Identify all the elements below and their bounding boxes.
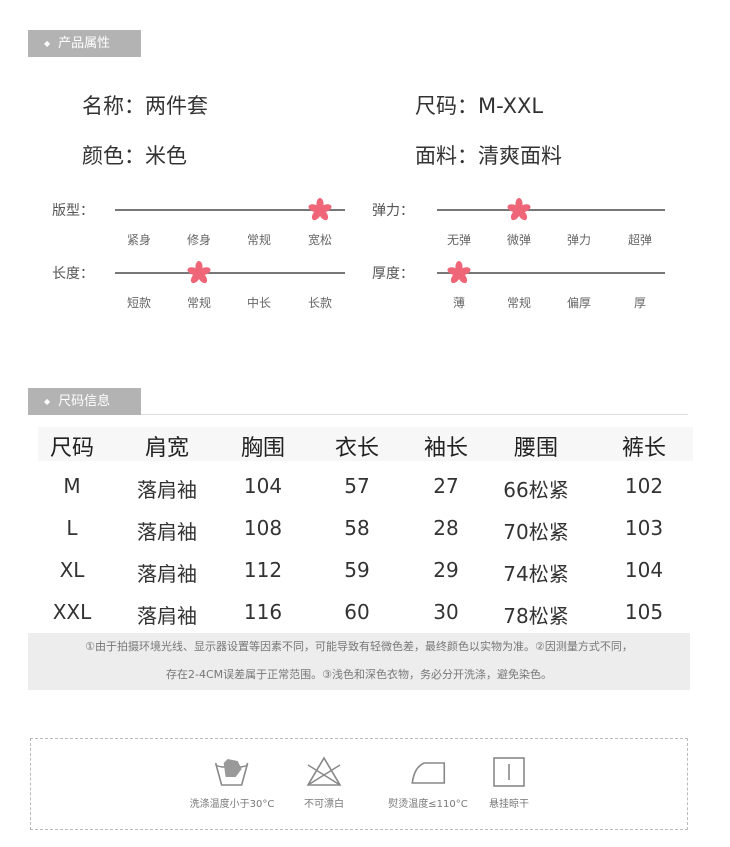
table-cell: XL [59, 558, 85, 582]
iron-icon [388, 755, 467, 789]
no-bleach-icon [304, 755, 344, 789]
slider-option: 厚 [633, 296, 647, 310]
table-cell: 57 [344, 474, 370, 498]
care-item: 熨烫温度≤110°C [388, 755, 468, 810]
slider-option: 中长 [246, 296, 272, 310]
table-cell: 103 [624, 516, 664, 540]
slider-option: 宽松 [307, 233, 333, 247]
table-cell: 59 [344, 558, 370, 582]
flower-marker-icon [308, 198, 332, 222]
column-header: 尺码 [49, 436, 95, 461]
table-cell: 66松紧 [503, 478, 569, 502]
slider-option: 超弹 [627, 233, 653, 247]
table-cell: 70松紧 [503, 520, 569, 544]
slider-label: 弹力： [372, 203, 414, 219]
slider-track [115, 272, 345, 274]
care-label: 悬挂晾干 [489, 799, 529, 810]
hang-dry-icon [489, 755, 529, 789]
attr-size: 尺码：M-XXL [415, 94, 544, 118]
diamond-icon: ◆ [44, 397, 51, 406]
flower-marker-icon [507, 198, 531, 222]
column-header: 肩宽 [144, 436, 190, 461]
slider-track [115, 209, 345, 211]
flower-marker-icon [447, 261, 471, 285]
table-cell: 102 [624, 474, 664, 498]
attr-fabric: 面料：清爽面料 [415, 144, 562, 168]
column-header: 裤长 [621, 436, 667, 461]
slider-track [437, 209, 665, 211]
slider-option: 薄 [452, 296, 466, 310]
table-cell: 落肩袖 [137, 478, 197, 502]
slider-label: 长度： [52, 266, 94, 282]
table-cell: 104 [624, 558, 664, 582]
table-cell: 74松紧 [503, 562, 569, 586]
table-cell: 落肩袖 [137, 604, 197, 628]
divider [141, 414, 688, 415]
care-item: 洗涤温度小于30°C [189, 755, 275, 810]
section-header-product: ◆ 产品属性 [28, 30, 141, 57]
table-cell: 112 [243, 558, 283, 582]
table-cell: 78松紧 [503, 604, 569, 628]
slider-option: 微弹 [506, 233, 532, 247]
slider-option: 偏厚 [566, 296, 592, 310]
table-cell: 105 [624, 600, 664, 624]
table-cell: 30 [433, 600, 459, 624]
table-cell: 104 [243, 474, 283, 498]
column-header: 衣长 [334, 436, 380, 461]
slider-label: 版型： [52, 203, 94, 219]
slider-option: 常规 [186, 296, 212, 310]
slider-track [437, 272, 665, 274]
hand-wash-icon [190, 755, 275, 789]
column-header: 腰围 [513, 436, 559, 461]
care-label: 不可漂白 [304, 799, 344, 810]
slider-option: 弹力 [566, 233, 592, 247]
table-cell: 108 [243, 516, 283, 540]
table-cell: M [63, 474, 81, 498]
care-label: 洗涤温度小于30°C [189, 799, 275, 810]
column-header: 胸围 [240, 436, 286, 461]
disclaimer-note: ①由于拍摄环境光线、显示器设置等因素不同，可能导致有轻微色差，最终颜色以实物为准… [28, 633, 690, 690]
note-line: 存在2-4CM误差属于正常范围。③浅色和深色衣物，务必分开洗涤，避免染色。 [166, 668, 552, 681]
table-cell: 28 [433, 516, 459, 540]
section-title: 产品属性 [58, 36, 111, 51]
slider-option: 长款 [307, 296, 333, 310]
table-cell: 116 [243, 600, 283, 624]
section-header-size: ◆ 尺码信息 [28, 388, 141, 415]
slider-option: 常规 [506, 296, 532, 310]
table-cell: 60 [344, 600, 370, 624]
slider-option: 修身 [186, 233, 212, 247]
care-item: 不可漂白 [304, 755, 344, 810]
table-cell: 落肩袖 [137, 562, 197, 586]
slider-option: 常规 [246, 233, 272, 247]
slider-option: 短款 [126, 296, 152, 310]
table-cell: XXL [52, 600, 92, 624]
care-instructions: 洗涤温度小于30°C 不可漂白 熨烫温度≤110°C 悬挂晾干 [30, 738, 688, 830]
diamond-icon: ◆ [44, 39, 51, 48]
table-cell: 27 [433, 474, 459, 498]
column-header: 袖长 [423, 436, 469, 461]
attr-name: 名称：两件套 [82, 94, 208, 118]
table-header [38, 427, 693, 461]
flower-marker-icon [187, 261, 211, 285]
section-title: 尺码信息 [58, 394, 111, 409]
attr-color: 颜色：米色 [82, 144, 187, 168]
table-cell: 58 [344, 516, 370, 540]
care-label: 熨烫温度≤110°C [388, 799, 468, 810]
note-line: ①由于拍摄环境光线、显示器设置等因素不同，可能导致有轻微色差，最终颜色以实物为准… [85, 640, 633, 653]
table-cell: 落肩袖 [137, 520, 197, 544]
care-item: 悬挂晾干 [489, 755, 529, 810]
table-cell: L [66, 516, 78, 540]
slider-option: 紧身 [126, 233, 152, 247]
slider-label: 厚度： [372, 266, 414, 282]
slider-option: 无弹 [446, 233, 472, 247]
table-cell: 29 [433, 558, 459, 582]
